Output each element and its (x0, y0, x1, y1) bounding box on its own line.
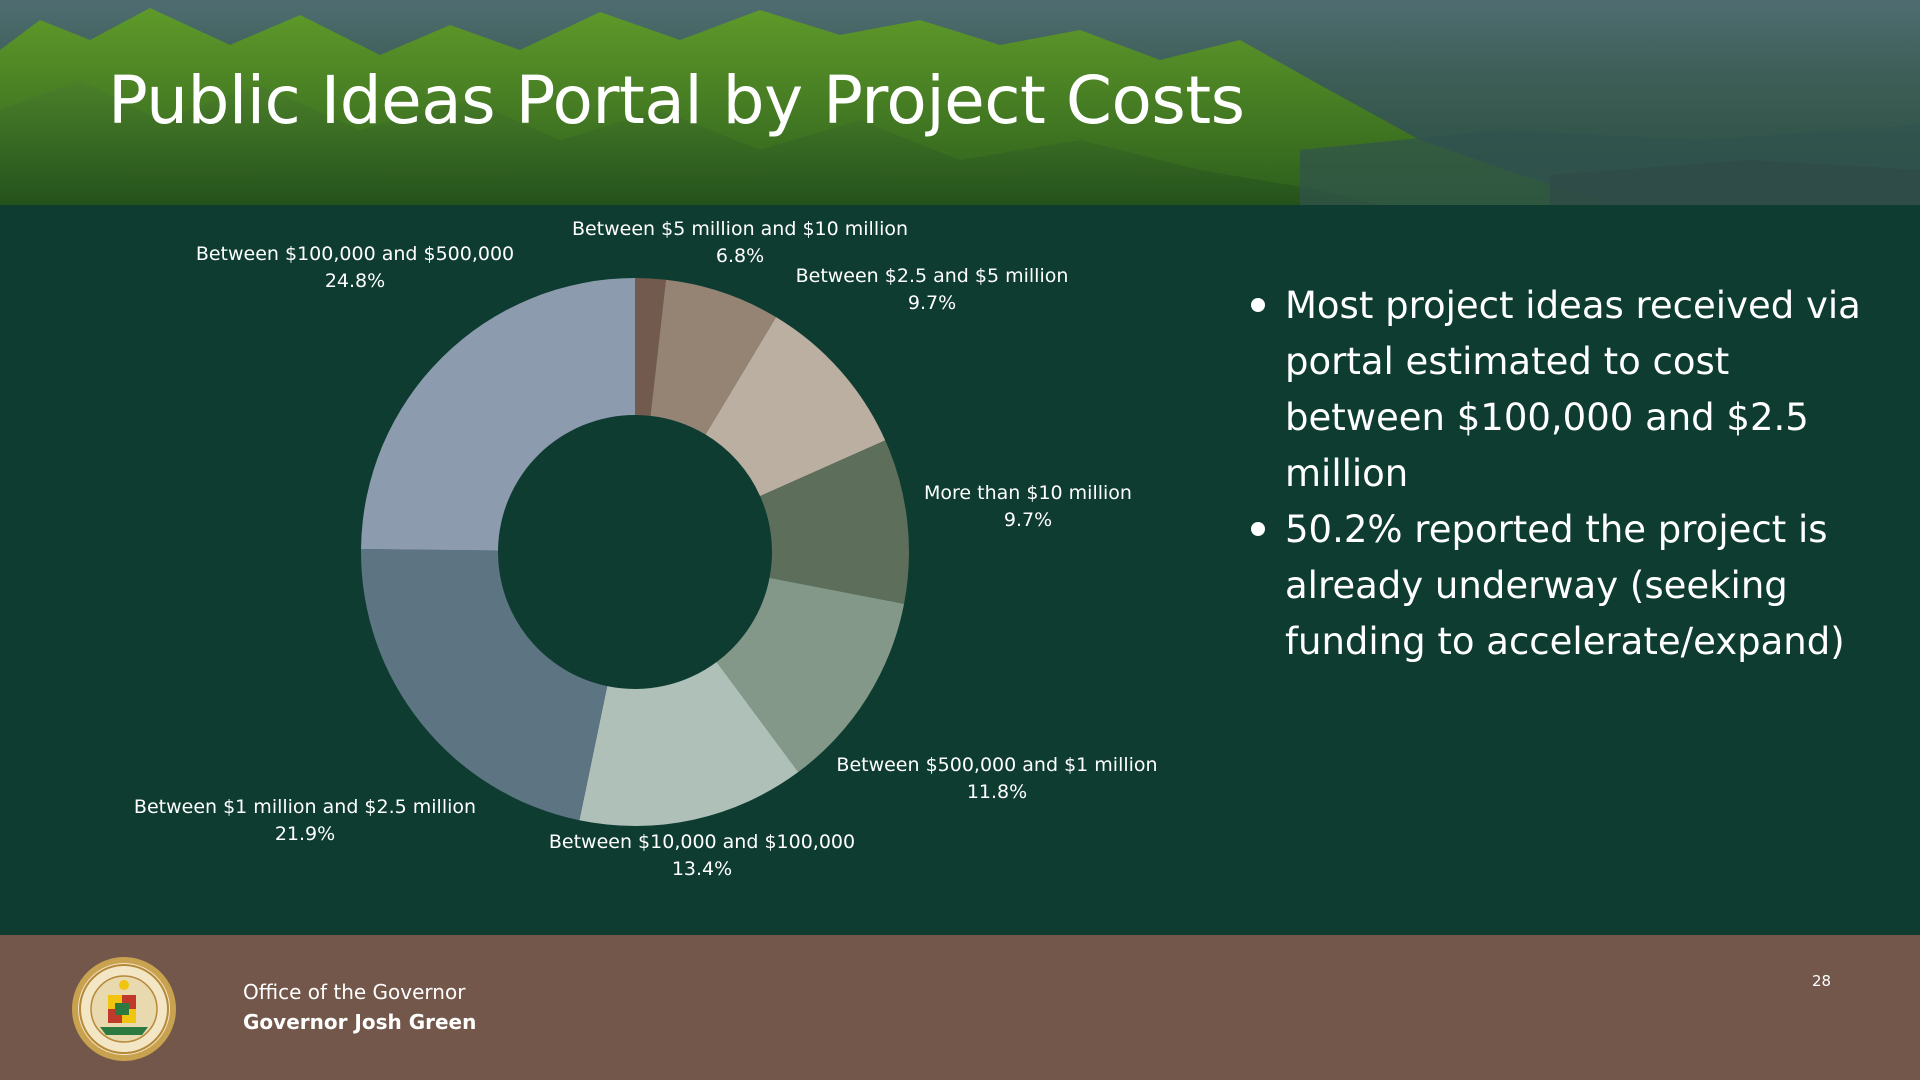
slice-value-label: 6.8% (716, 245, 764, 267)
slice-category-label: Between $500,000 and $1 million (836, 754, 1157, 776)
slice-value-label: 21.9% (275, 823, 335, 845)
donut-slice (716, 577, 905, 773)
slice-category-label: More than $10 million (924, 482, 1132, 504)
page-number: 28 (1812, 972, 1832, 990)
slice-category-label: Between $100,000 and $500,000 (196, 243, 514, 265)
donut-slice (361, 548, 608, 821)
bullet-item: 50.2% reported the project is already un… (1245, 502, 1885, 670)
donut-slice (579, 662, 799, 827)
bullet-text: Most project ideas received via portal e… (1285, 284, 1861, 495)
slice-category-label: Between $2.5 and $5 million (796, 265, 1069, 287)
donut-slice (650, 279, 777, 435)
governor-name: Governor Josh Green (243, 1010, 477, 1034)
bullet-list: Most project ideas received via portal e… (1245, 278, 1885, 670)
mountain-landscape-image (0, 8, 1920, 205)
donut-slice (635, 278, 666, 416)
slice-value-label: 9.7% (908, 292, 956, 314)
donut-chart: Between $5 million and $10 million 6.8% Be… (134, 218, 1158, 880)
slice-value-label: 9.7% (1004, 509, 1052, 531)
state-seal-logo (72, 957, 176, 1061)
donut-slice (705, 317, 886, 497)
header-banner: Public Ideas Portal by Project Costs (0, 0, 1920, 205)
content-area (0, 205, 1920, 935)
office-label: Office of the Governor (243, 980, 466, 1004)
slice-value-label: 13.4% (672, 858, 732, 880)
bullet-item: Most project ideas received via portal e… (1245, 278, 1885, 502)
slice-category-label: Between $10,000 and $100,000 (549, 831, 855, 853)
bullet-dot-icon (1251, 522, 1265, 536)
slice-category-label: Between $5 million and $10 million (572, 218, 908, 240)
page-title: Public Ideas Portal by Project Costs (108, 62, 1245, 139)
slice-value-label: 24.8% (325, 270, 385, 292)
bullet-text: 50.2% reported the project is already un… (1285, 508, 1845, 663)
slice-value-label: 11.8% (967, 781, 1027, 803)
footer-bar (0, 935, 1920, 1080)
slice-category-label: Between $1 million and $2.5 million (134, 796, 476, 818)
bullet-dot-icon (1251, 298, 1265, 312)
donut-slice (760, 440, 909, 604)
donut-slice (361, 278, 635, 551)
